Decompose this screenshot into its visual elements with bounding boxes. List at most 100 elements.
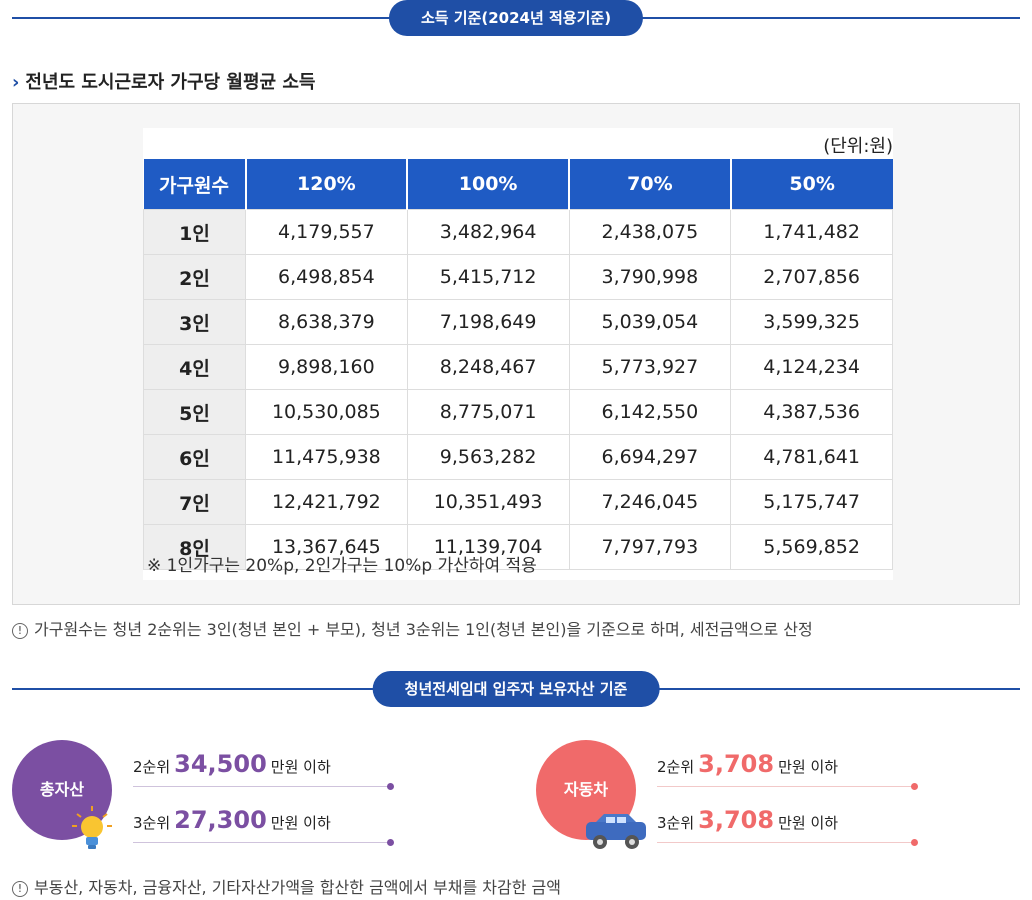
income-table: 가구원수 120% 100% 70% 50% 1인 4,179,557 3,482,… [143,159,893,570]
household-info-line: ! 가구원수는 청년 2순위는 3인(청년 본인 + 부모), 청년 3순위는 1… [12,616,813,640]
car-asset-rank2: 2순위 3,708 만원 이하 [657,750,838,778]
household-size-cell: 3인 [143,299,246,345]
income-cell: 7,246,045 [568,479,732,525]
table-row: 7인 12,421,792 10,351,493 7,246,045 5,175,747 [143,479,893,525]
total-assets-badge: 총자산 [12,740,112,840]
divider-line [657,786,913,787]
table-row: 6인 11,475,938 9,563,282 6,694,297 4,781,641 [143,434,893,480]
income-cell: 12,421,792 [245,479,408,525]
table-row: 5인 10,530,085 8,775,071 6,142,550 4,387,536 [143,389,893,435]
income-cell: 1,741,482 [730,209,893,255]
household-size-cell: 8인 [143,524,246,570]
asset-info-line: ! 부동산, 자동차, 금융자산, 기타자산가액을 합산한 금액에서 부채를 차감… [12,874,561,898]
table-note: ※ 1인가구는 20%p, 2인가구는 10%p 가산하여 적용 [147,556,537,576]
income-cell: 8,638,379 [245,299,408,345]
income-cell: 8,248,467 [406,344,570,390]
income-subtitle-text: 전년도 도시근로자 가구당 월평균 소득 [25,72,316,93]
income-cell: 8,775,071 [406,389,570,435]
income-cell: 13,367,645 [245,524,408,570]
amount-value: 34,500 [174,750,267,778]
asset-section-title: 청년전세임대 입주자 보유자산 기준 [372,671,660,707]
income-cell: 5,175,747 [730,479,893,525]
income-cell: 6,498,854 [245,254,408,300]
income-cell: 4,124,234 [730,344,893,390]
asset-info-text: 부동산, 자동차, 금융자산, 기타자산가액을 합산한 금액에서 부채를 차감한… [34,878,561,897]
divider-line [657,842,913,843]
income-cell: 5,039,054 [568,299,732,345]
table-row: 8인 13,367,645 11,139,704 7,797,793 5,569,852 [143,524,893,570]
info-icon: ! [12,881,28,897]
income-cell: 9,898,160 [245,344,408,390]
amount-suffix: 만원 이하 [778,814,839,832]
income-cell: 5,773,927 [568,344,732,390]
income-cell: 2,707,856 [730,254,893,300]
rank-label: 2순위 [133,758,171,776]
amount-suffix: 만원 이하 [270,758,331,776]
income-cell: 5,569,852 [730,524,893,570]
car-icon [586,814,646,849]
column-header: 가구원수 [143,159,247,210]
amount-value: 3,708 [698,806,775,834]
car-asset-rank3: 3순위 3,708 만원 이하 [657,806,838,834]
amount-value: 27,300 [174,806,267,834]
income-cell: 9,563,282 [406,434,570,480]
income-cell: 11,475,938 [245,434,408,480]
rank-label: 3순위 [133,814,171,832]
table-row: 1인 4,179,557 3,482,964 2,438,075 1,741,482 [143,209,893,255]
column-header: 120% [245,159,409,210]
total-assets-rank3: 3순위 27,300 만원 이하 [133,806,331,834]
divider-dot [911,783,918,790]
income-cell: 6,694,297 [568,434,732,480]
car-asset-label: 자동차 [563,780,609,799]
rank-label: 2순위 [657,758,695,776]
household-size-cell: 4인 [143,344,246,390]
unit-label: (단위:원) [823,136,893,157]
table-row: 2인 6,498,854 5,415,712 3,790,998 2,707,856 [143,254,893,300]
income-cell: 4,387,536 [730,389,893,435]
household-info-text: 가구원수는 청년 2순위는 3인(청년 본인 + 부모), 청년 3순위는 1인… [34,620,813,639]
lightbulb-icon [72,806,112,849]
income-subtitle: › 전년도 도시근로자 가구당 월평균 소득 [12,68,315,94]
income-cell: 10,530,085 [245,389,408,435]
total-assets-rank2: 2순위 34,500 만원 이하 [133,750,331,778]
asset-section-header: 청년전세임대 입주자 보유자산 기준 [12,671,1020,707]
income-section-header: 소득 기준(2024년 적용기준) [12,0,1020,36]
income-cell: 6,142,550 [568,389,732,435]
table-row: 3인 8,638,379 7,198,649 5,039,054 3,599,325 [143,299,893,345]
divider-dot [911,839,918,846]
income-cell: 3,599,325 [730,299,893,345]
income-cell: 10,351,493 [406,479,570,525]
household-size-cell: 2인 [143,254,246,300]
chevron-right-icon: › [12,72,20,93]
amount-value: 3,708 [698,750,775,778]
income-table-container: (단위:원) 가구원수 120% 100% 70% 50% 1인 4,179,55… [143,128,893,580]
income-cell: 4,781,641 [730,434,893,480]
divider-line [133,786,389,787]
household-size-cell: 1인 [143,209,246,255]
column-header: 70% [569,159,732,210]
info-icon: ! [12,623,28,639]
rank-label: 3순위 [657,814,695,832]
income-table-box: (단위:원) 가구원수 120% 100% 70% 50% 1인 4,179,55… [12,103,1020,605]
income-cell: 3,790,998 [568,254,732,300]
column-header: 50% [730,159,893,210]
table-row: 4인 9,898,160 8,248,467 5,773,927 4,124,234 [143,344,893,390]
table-header-row: 가구원수 120% 100% 70% 50% [143,159,893,210]
income-cell: 5,415,712 [406,254,570,300]
amount-suffix: 만원 이하 [270,814,331,832]
income-cell: 11,139,704 [406,524,570,570]
divider-dot [387,783,394,790]
household-size-cell: 5인 [143,389,246,435]
amount-suffix: 만원 이하 [778,758,839,776]
column-header: 100% [407,159,570,210]
divider-dot [387,839,394,846]
income-section-title: 소득 기준(2024년 적용기준) [388,0,644,36]
income-cell: 3,482,964 [406,209,570,255]
household-size-cell: 7인 [143,479,246,525]
income-cell: 7,797,793 [568,524,732,570]
total-assets-label: 총자산 [39,780,85,799]
income-cell: 4,179,557 [245,209,408,255]
income-cell: 7,198,649 [406,299,570,345]
income-cell: 2,438,075 [568,209,732,255]
divider-line [133,842,389,843]
